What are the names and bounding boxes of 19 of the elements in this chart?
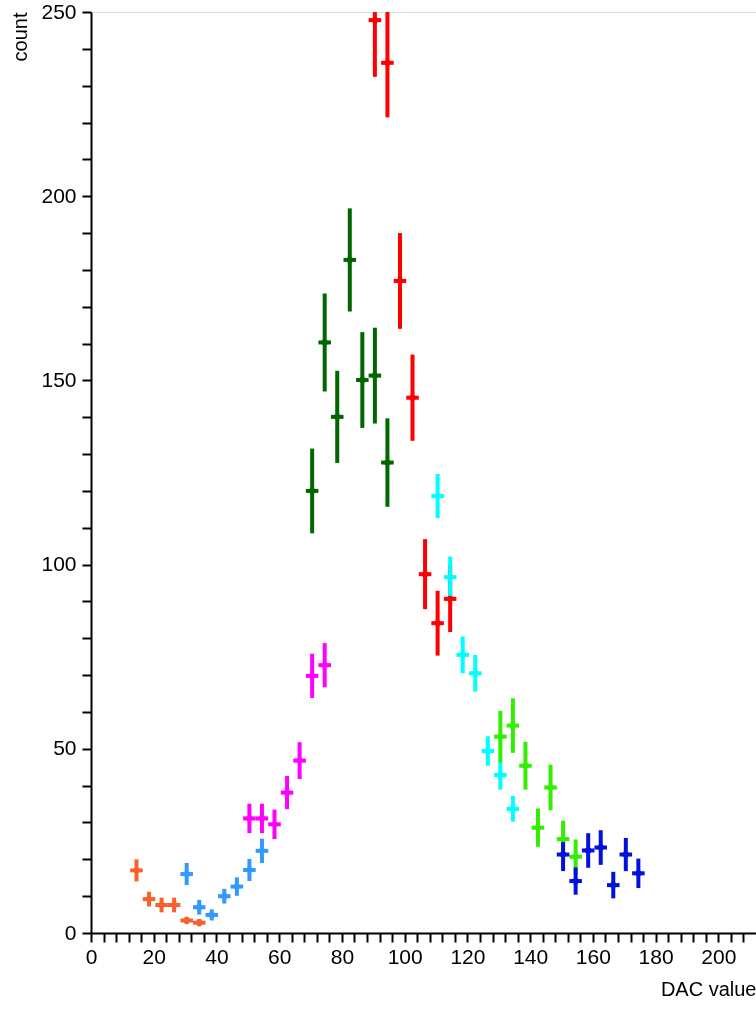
y-tick-label: 150 bbox=[41, 367, 77, 391]
x-tick-label: 80 bbox=[330, 944, 355, 968]
y-tick-label: 0 bbox=[64, 920, 77, 944]
y-tick-label: 200 bbox=[41, 183, 77, 207]
x-tick-label: 120 bbox=[450, 944, 486, 968]
x-tick-label: 20 bbox=[142, 944, 166, 968]
x-tick-label: 60 bbox=[268, 944, 292, 968]
y-tick-label: 100 bbox=[41, 552, 77, 576]
y-tick-label: 250 bbox=[41, 0, 77, 23]
x-tick-label: 40 bbox=[205, 944, 229, 968]
x-tick-label: 200 bbox=[701, 944, 737, 968]
x-axis-title: DAC value bbox=[660, 977, 756, 1000]
x-tick-label: 100 bbox=[387, 944, 423, 968]
x-tick-label: 160 bbox=[575, 944, 611, 968]
y-tick-label: 50 bbox=[53, 736, 77, 760]
x-tick-label: 140 bbox=[513, 944, 549, 968]
x-tick-label: 0 bbox=[85, 944, 98, 968]
y-axis-title: count bbox=[9, 12, 32, 62]
x-tick-label: 180 bbox=[638, 944, 674, 968]
